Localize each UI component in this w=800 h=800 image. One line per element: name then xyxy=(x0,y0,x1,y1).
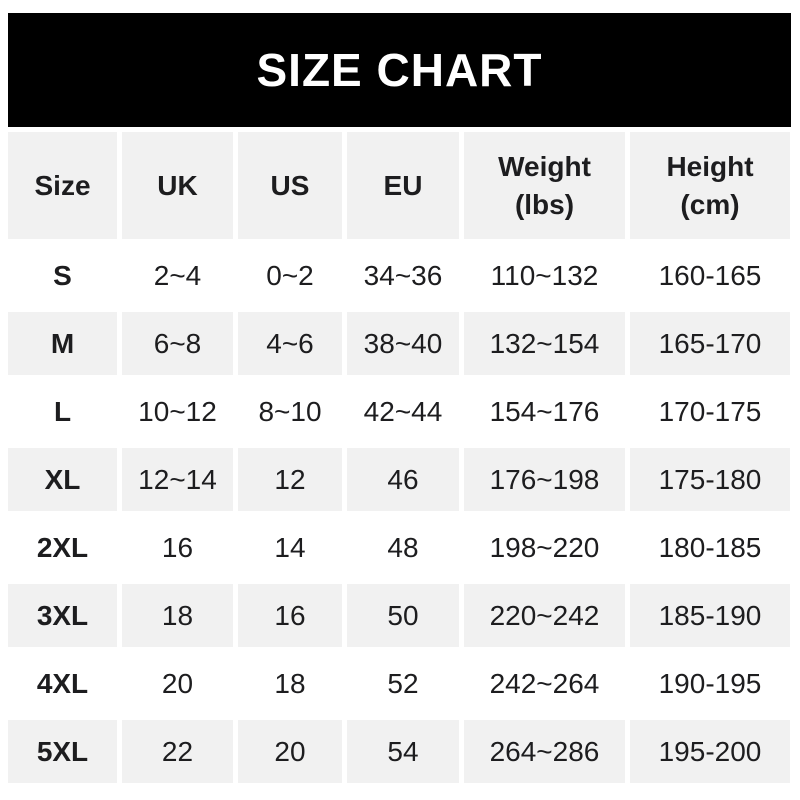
weight-cell: 154~176 xyxy=(464,380,625,443)
height-cell: 190-195 xyxy=(630,652,790,715)
height-cell: 160-165 xyxy=(630,244,790,307)
size-cell: XL xyxy=(8,448,117,511)
uk-cell: 22 xyxy=(122,720,233,783)
uk-cell: 12~14 xyxy=(122,448,233,511)
height-cell: 170-175 xyxy=(630,380,790,443)
size-cell: M xyxy=(8,312,117,375)
weight-cell: 176~198 xyxy=(464,448,625,511)
weight-cell: 242~264 xyxy=(464,652,625,715)
uk-cell: 20 xyxy=(122,652,233,715)
us-cell: 0~2 xyxy=(238,244,342,307)
column-header-eu: EU xyxy=(347,132,459,239)
us-cell: 18 xyxy=(238,652,342,715)
us-cell: 20 xyxy=(238,720,342,783)
us-cell: 8~10 xyxy=(238,380,342,443)
size-cell: S xyxy=(8,244,117,307)
size-chart-banner: SIZE CHART xyxy=(8,13,791,127)
eu-cell: 54 xyxy=(347,720,459,783)
eu-cell: 34~36 xyxy=(347,244,459,307)
size-cell: L xyxy=(8,380,117,443)
weight-cell: 264~286 xyxy=(464,720,625,783)
height-cell: 175-180 xyxy=(630,448,790,511)
uk-cell: 2~4 xyxy=(122,244,233,307)
weight-cell: 132~154 xyxy=(464,312,625,375)
eu-cell: 46 xyxy=(347,448,459,511)
height-cell: 185-190 xyxy=(630,584,790,647)
size-cell: 4XL xyxy=(8,652,117,715)
column-header-height: Height (cm) xyxy=(630,132,790,239)
weight-cell: 220~242 xyxy=(464,584,625,647)
us-cell: 14 xyxy=(238,516,342,579)
size-cell: 5XL xyxy=(8,720,117,783)
column-header-us: US xyxy=(238,132,342,239)
eu-cell: 42~44 xyxy=(347,380,459,443)
size-chart-table: Size UK US EU Weight (lbs) Height (cm) S… xyxy=(8,132,790,783)
us-cell: 12 xyxy=(238,448,342,511)
us-cell: 4~6 xyxy=(238,312,342,375)
uk-cell: 16 xyxy=(122,516,233,579)
column-header-uk: UK xyxy=(122,132,233,239)
eu-cell: 50 xyxy=(347,584,459,647)
page-title: SIZE CHART xyxy=(256,44,543,96)
height-cell: 165-170 xyxy=(630,312,790,375)
uk-cell: 6~8 xyxy=(122,312,233,375)
eu-cell: 48 xyxy=(347,516,459,579)
size-cell: 3XL xyxy=(8,584,117,647)
uk-cell: 18 xyxy=(122,584,233,647)
eu-cell: 38~40 xyxy=(347,312,459,375)
column-header-weight: Weight (lbs) xyxy=(464,132,625,239)
uk-cell: 10~12 xyxy=(122,380,233,443)
column-header-size: Size xyxy=(8,132,117,239)
height-cell: 180-185 xyxy=(630,516,790,579)
size-cell: 2XL xyxy=(8,516,117,579)
eu-cell: 52 xyxy=(347,652,459,715)
us-cell: 16 xyxy=(238,584,342,647)
weight-cell: 198~220 xyxy=(464,516,625,579)
height-cell: 195-200 xyxy=(630,720,790,783)
weight-cell: 110~132 xyxy=(464,244,625,307)
